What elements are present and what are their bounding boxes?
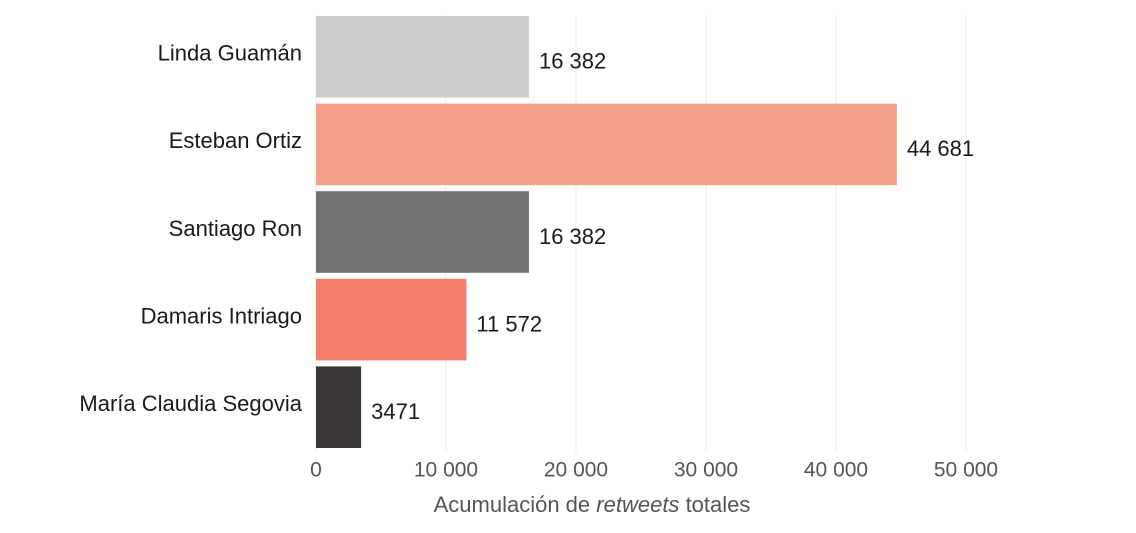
category-label: Santiago Ron	[169, 216, 302, 241]
value-label: 16 382	[539, 224, 606, 249]
x-tick-label: 30 000	[674, 459, 738, 482]
category-label: Linda Guamán	[158, 41, 302, 66]
x-tick-label: 50 000	[934, 459, 998, 482]
category-label: Damaris Intriago	[141, 303, 302, 328]
bar	[316, 366, 362, 448]
value-label: 11 572	[476, 311, 542, 336]
category-label: María Claudia Segovia	[79, 391, 302, 416]
bar	[316, 103, 897, 186]
category-label: Esteban Ortiz	[169, 128, 302, 153]
x-tick-label: 10 000	[414, 459, 478, 482]
x-axis-label-part: retweets	[596, 492, 679, 517]
bar	[316, 278, 467, 361]
bar	[316, 191, 529, 273]
x-tick-label: 40 000	[804, 459, 868, 482]
bar	[316, 16, 529, 98]
x-axis-label: Acumulación de retweets totales	[434, 492, 751, 517]
x-tick-label: 0	[310, 459, 322, 482]
value-label: 44 681	[907, 136, 974, 161]
x-axis-label-part: Acumulación de	[434, 492, 591, 517]
value-label: 16 382	[539, 49, 606, 74]
x-axis-label-part: totales	[686, 492, 751, 517]
x-tick-label: 20 000	[544, 459, 608, 482]
value-label: 3471	[371, 399, 420, 424]
